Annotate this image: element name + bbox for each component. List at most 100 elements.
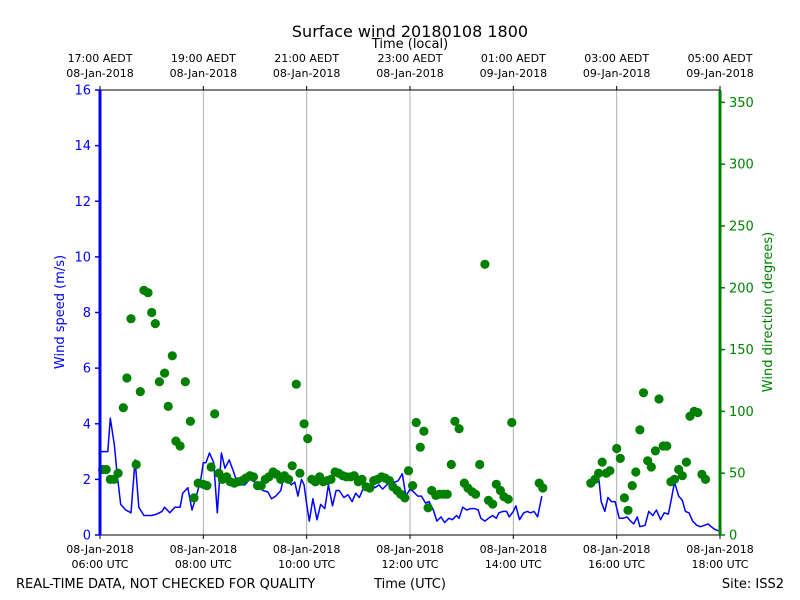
wind-direction-point [693, 408, 703, 418]
wind-direction-point [631, 467, 641, 477]
right-tick-label: 50 [729, 467, 746, 482]
wind-direction-point [122, 373, 132, 383]
wind-direction-point [411, 417, 421, 428]
left-tick-label: 6 [83, 362, 91, 377]
left-tick-label: 2 [83, 473, 91, 488]
wind-direction-point [627, 481, 637, 491]
right-axis-label: Wind direction (degrees) [761, 232, 776, 392]
wind-direction-point [423, 503, 433, 513]
left-tick-label: 14 [74, 139, 91, 154]
bottom-tick-date: 08-Jan-2018 [686, 543, 754, 556]
bottom-tick-date: 08-Jan-2018 [66, 543, 134, 556]
wind-direction-point [163, 401, 173, 411]
wind-direction-point [189, 493, 199, 503]
right-tick-label: 200 [729, 281, 754, 296]
wind-direction-point [681, 457, 692, 467]
right-tick-label: 250 [729, 219, 754, 234]
wind-direction-point [185, 416, 195, 426]
wind-direction-point [488, 499, 498, 509]
bottom-axis-label: Time (UTC) [373, 577, 446, 592]
wind-direction-point [408, 481, 418, 491]
right-tick-label: 350 [729, 96, 754, 111]
wind-direction-point [612, 443, 622, 454]
wind-direction-point [303, 434, 313, 444]
top-tick-time: 05:00 AEDT [688, 52, 753, 65]
top-axis-label: Time (local) [371, 37, 448, 52]
left-tick-label: 8 [83, 306, 91, 321]
wind-direction-point [180, 377, 190, 387]
wind-direction-point [623, 505, 633, 515]
bottom-tick-date: 08-Jan-2018 [376, 543, 444, 556]
top-tick-date: 09-Jan-2018 [686, 67, 754, 80]
wind-direction-point [147, 307, 157, 318]
wind-direction-point [167, 351, 177, 361]
bottom-tick-time: 18:00 UTC [691, 558, 748, 571]
right-tick-label: 150 [729, 343, 754, 358]
top-tick-date: 08-Jan-2018 [376, 67, 444, 80]
wind-direction-point [669, 474, 680, 484]
wind-direction-point [638, 388, 649, 398]
wind-direction-point [210, 409, 220, 419]
left-tick-label: 10 [74, 250, 91, 265]
bottom-tick-time: 12:00 UTC [381, 558, 438, 571]
top-tick-date: 08-Jan-2018 [170, 67, 238, 80]
plot-area [98, 259, 719, 532]
wind-direction-point [206, 462, 216, 472]
top-tick-time: 23:00 AEDT [378, 52, 443, 65]
chart-title: Surface wind 20180108 1800 [292, 22, 528, 41]
quality-warning: REAL-TIME DATA, NOT CHECKED FOR QUALITY [16, 577, 315, 592]
wind-direction-point [299, 419, 309, 429]
bottom-tick-time: 14:00 UTC [485, 558, 542, 571]
wind-direction-point [700, 474, 711, 484]
left-tick-label: 12 [74, 195, 91, 210]
left-tick-label: 16 [74, 84, 91, 99]
wind-direction-point [480, 259, 490, 269]
site-label: Site: ISS2 [722, 577, 784, 592]
wind-direction-point [248, 472, 259, 482]
wind-direction-point [662, 441, 672, 451]
bottom-tick-time: 08:00 UTC [175, 558, 232, 571]
wind-direction-point [131, 459, 141, 470]
top-tick-time: 21:00 AEDT [274, 52, 339, 65]
bottom-tick-date: 08-Jan-2018 [170, 543, 238, 556]
wind-direction-point [503, 494, 513, 504]
top-tick-date: 09-Jan-2018 [583, 67, 651, 80]
wind-direction-point [646, 462, 656, 472]
wind-direction-point [135, 387, 145, 397]
wind-direction-point [471, 489, 481, 499]
wind-direction-point [454, 424, 464, 434]
wind-direction-point [594, 468, 604, 478]
wind-direction-point [150, 319, 160, 329]
wind-direction-point [357, 474, 367, 484]
wind-direction-point [126, 314, 136, 324]
bottom-tick-time: 06:00 UTC [71, 558, 128, 571]
bottom-tick-time: 16:00 UTC [588, 558, 645, 571]
wind-direction-point [635, 425, 645, 435]
top-tick-time: 19:00 AEDT [171, 52, 236, 65]
wind-direction-point [118, 403, 128, 413]
wind-direction-point [677, 471, 687, 481]
wind-direction-point [287, 461, 297, 471]
bottom-tick-date: 08-Jan-2018 [273, 543, 341, 556]
left-tick-label: 0 [83, 529, 91, 544]
right-tick-label: 100 [729, 405, 754, 420]
wind-direction-point [419, 426, 429, 436]
wind-direction-point [400, 493, 410, 503]
wind-direction-point [403, 466, 414, 476]
left-axis-label: Wind speed (m/s) [53, 255, 68, 369]
wind-direction-point [446, 459, 456, 470]
top-tick-time: 01:00 AEDT [481, 52, 546, 65]
wind-direction-point [597, 457, 607, 467]
wind-direction-point [415, 442, 425, 452]
wind-direction-point [326, 474, 336, 484]
wind-direction-point [507, 417, 517, 428]
wind-direction-point [291, 379, 301, 389]
wind-direction-point [295, 468, 305, 478]
wind-direction-point [442, 489, 452, 499]
wind-direction-point [450, 416, 460, 426]
wind-direction-point [154, 377, 164, 387]
wind-direction-point [113, 468, 123, 478]
wind-direction-point [654, 394, 664, 404]
